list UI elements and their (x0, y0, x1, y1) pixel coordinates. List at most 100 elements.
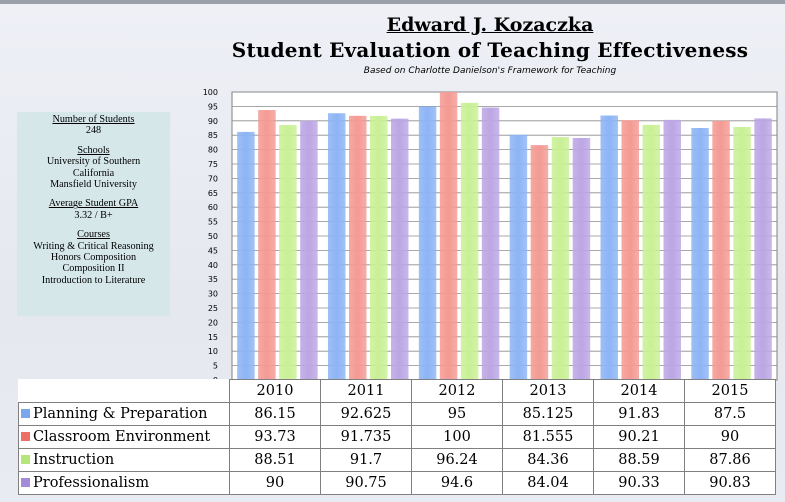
legend-swatch (21, 409, 30, 418)
school-line: University of Southern (46, 156, 141, 168)
course-line: Introduction to Literature (41, 274, 146, 286)
y-tick-label: 25 (208, 304, 218, 313)
tick-label: 2012 (411, 379, 503, 403)
data-label: 92.625 (320, 402, 412, 426)
instructor-name: Edward J. Kozaczka (386, 14, 594, 36)
bar (279, 125, 297, 380)
series-row-planning: Planning & Preparation 86.15 92.625 95 8… (18, 402, 776, 426)
data-table: 2010 2011 2012 2013 2014 2015 Planning &… (18, 379, 776, 495)
y-tick-label: 15 (208, 333, 218, 342)
bar (460, 102, 479, 380)
data-label: 96.24 (411, 448, 503, 472)
y-tick-label: 45 (208, 246, 218, 255)
data-label: 90.21 (593, 425, 685, 449)
bar (509, 134, 528, 380)
data-label: 86.15 (229, 402, 321, 426)
bar (663, 119, 681, 380)
data-label: 91.83 (593, 402, 685, 426)
legend-entry: Instruction (33, 452, 115, 468)
y-tick-label: 65 (208, 189, 218, 198)
tick-label: 2014 (593, 379, 685, 403)
data-label: 91.7 (320, 448, 412, 472)
students-label: Number of Students (52, 114, 135, 125)
bar (300, 120, 318, 381)
legend-swatch (21, 455, 30, 464)
legend-entry: Planning & Preparation (33, 406, 208, 422)
bar (481, 107, 500, 380)
bars (237, 92, 772, 381)
bar (691, 128, 709, 380)
bar (418, 106, 437, 381)
bar (391, 118, 409, 380)
chart-subtitle: Based on Charlotte Danielson's Framework… (363, 66, 617, 76)
data-label: 90.75 (320, 471, 412, 495)
school-line: Mansfield University (50, 179, 137, 191)
y-tick-label: 30 (208, 290, 218, 299)
y-tick-label: 90 (208, 117, 218, 126)
data-label: 88.51 (229, 448, 321, 472)
data-label: 100 (411, 425, 503, 449)
school-line: California (72, 167, 115, 179)
legend-entry: Classroom Environment (33, 429, 211, 445)
legend-swatch (21, 478, 30, 487)
bar (349, 115, 367, 381)
info-panel: Number of Students 248 Schools Universit… (17, 112, 170, 316)
data-label: 81.555 (502, 425, 594, 449)
bar (551, 137, 570, 380)
y-tick-label: 100 (203, 88, 218, 97)
data-label: 90 (229, 471, 321, 495)
series-row-instruction: Instruction 88.51 91.7 96.24 84.36 88.59… (18, 448, 776, 472)
tick-label: 2013 (502, 379, 594, 403)
y-tick-label: 55 (208, 218, 218, 227)
data-label: 88.59 (593, 448, 685, 472)
course-line: Composition II (62, 263, 125, 275)
data-label: 84.04 (502, 471, 594, 495)
course-line: Writing & Critical Reasoning (33, 240, 154, 252)
y-tick-label: 60 (208, 203, 218, 212)
data-label: 85.125 (502, 402, 594, 426)
data-label: 91.735 (320, 425, 412, 449)
y-tick-label: 95 (208, 102, 218, 111)
bar (733, 126, 751, 381)
y-tick-label: 75 (208, 160, 218, 169)
data-label: 94.6 (411, 471, 503, 495)
data-label: 90 (684, 425, 776, 449)
y-tick-label: 10 (208, 347, 218, 356)
legend-entry: Professionalism (33, 475, 150, 491)
y-tick-label: 85 (208, 131, 218, 140)
series-row-classroom: Classroom Environment 93.73 91.735 100 8… (18, 425, 776, 449)
students-value: 248 (85, 125, 102, 137)
bar (642, 124, 660, 380)
data-label: 93.73 (229, 425, 321, 449)
data-label: 90.33 (593, 471, 685, 495)
gpa-value: 3.32 / B+ (74, 209, 113, 221)
category-row: 2010 2011 2012 2013 2014 2015 (19, 379, 776, 403)
legend-swatch (21, 432, 30, 441)
courses-label: Courses (77, 229, 110, 241)
data-label: 95 (411, 402, 503, 426)
y-tick-label: 50 (208, 232, 218, 241)
y-tick-label: 35 (208, 275, 218, 284)
chart-title: Student Evaluation of Teaching Effective… (231, 38, 749, 62)
gpa-label: Average Student GPA (48, 198, 139, 210)
tick-label: 2015 (684, 379, 776, 403)
data-label: 90.83 (684, 471, 776, 495)
y-tick-label: 20 (208, 318, 218, 327)
bar (439, 92, 458, 380)
data-label: 84.36 (502, 448, 594, 472)
course-line: Honors Composition (50, 252, 137, 264)
schools-label: Schools (77, 144, 110, 156)
y-tick-label: 80 (208, 146, 218, 155)
data-label: 87.5 (684, 402, 776, 426)
data-label: 87.86 (684, 448, 776, 472)
bar (621, 120, 639, 381)
bar (712, 120, 730, 381)
bar (370, 115, 388, 381)
y-tick-label: 5 (213, 362, 218, 371)
tick-label: 2010 (229, 379, 321, 403)
bar (530, 145, 549, 380)
bar (237, 131, 255, 380)
bar (754, 118, 772, 380)
bar (572, 137, 591, 380)
